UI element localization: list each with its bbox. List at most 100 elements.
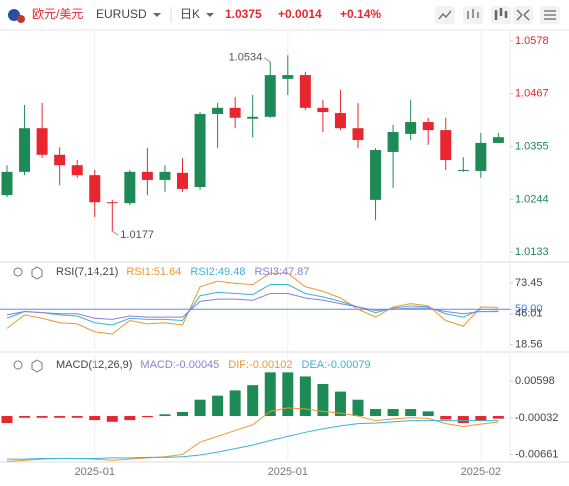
legend-entry: RSI3:47.87	[254, 266, 309, 278]
macd-bar	[299, 376, 311, 417]
candle-body	[457, 169, 469, 171]
macd-bar	[141, 416, 153, 418]
settings-icon[interactable]	[544, 10, 556, 20]
candle-body	[282, 75, 294, 79]
legend-entry: DEA:-0.00079	[302, 359, 371, 371]
x-tick-label: 2025-01	[268, 466, 308, 478]
price-change: +0.0014	[278, 7, 322, 21]
visibility-icon[interactable]	[13, 267, 23, 277]
candle-body	[317, 107, 329, 113]
y-tick-label: 18.56	[515, 339, 543, 351]
y-tick-label: 1.0133	[515, 246, 549, 258]
candle-body	[422, 122, 434, 131]
candle-body	[177, 172, 188, 189]
candle-body	[334, 113, 346, 129]
flag-icon	[17, 15, 25, 23]
macd-bar	[492, 416, 504, 419]
candle-body	[299, 75, 311, 108]
indicator-line	[6, 293, 499, 320]
y-tick-label: 73.45	[515, 277, 543, 289]
fullscreen-button[interactable]	[513, 6, 533, 24]
macd-bar	[387, 409, 399, 417]
candle-body	[229, 107, 241, 118]
candle-body	[54, 154, 66, 166]
y-tick-label: 50.00	[515, 303, 543, 315]
candle-body	[475, 142, 487, 171]
indicator-line	[6, 284, 499, 326]
candle-body	[124, 171, 136, 204]
candle-body	[89, 175, 101, 203]
extreme-label: 1.0534	[229, 52, 263, 64]
macd-bar	[282, 372, 294, 417]
candle-body	[247, 116, 259, 119]
legend-entry: DIF:-0.00102	[228, 359, 292, 371]
macd-bar	[405, 409, 417, 417]
macd-bar	[352, 399, 364, 417]
legend-entry: RSI2:49.48	[190, 266, 245, 278]
y-tick-label: 1.0355	[515, 141, 549, 153]
indicator-line	[6, 272, 499, 335]
indicator-icon[interactable]	[438, 10, 452, 20]
macd-bar	[247, 385, 259, 417]
macd-bar	[317, 384, 329, 417]
candle-body	[387, 132, 399, 152]
macd-bar	[334, 391, 346, 417]
y-tick-label: -0.00032	[515, 412, 558, 424]
candle-body	[36, 128, 48, 155]
macd-bar	[229, 390, 241, 417]
flag-icon	[8, 9, 20, 21]
macd-bar	[71, 416, 83, 418]
y-tick-label: 0.00598	[515, 375, 555, 387]
visibility-icon[interactable]	[13, 360, 23, 370]
chart-type-icon[interactable]	[467, 9, 479, 19]
price-change-pct: +0.14%	[340, 7, 381, 21]
candle-body	[141, 171, 153, 180]
pair-name[interactable]: 欧元/美元	[32, 7, 83, 21]
y-tick-label: -0.00661	[515, 448, 558, 460]
dropdown-arrow[interactable]	[206, 13, 214, 17]
macd-bar	[89, 416, 101, 421]
dropdown-arrow[interactable]	[153, 13, 161, 17]
macd-bar	[106, 416, 118, 422]
macd-bar	[194, 399, 206, 417]
legend-entry: MACD:-0.00045	[140, 359, 219, 371]
macd-bar	[54, 416, 66, 418]
x-tick-label: 2025-01	[75, 466, 115, 478]
settings-icon[interactable]	[31, 359, 43, 373]
candle-body	[212, 107, 224, 114]
candle-body	[159, 171, 171, 180]
macd-bar	[124, 416, 136, 421]
y-tick-label: 1.0244	[515, 193, 549, 205]
indicator-title: RSI(7,14,21)	[56, 266, 118, 278]
candle-body	[492, 137, 504, 143]
macd-bar	[422, 411, 434, 417]
extreme-pointer	[112, 230, 119, 236]
last-price: 1.0375	[225, 7, 262, 21]
macd-bar	[370, 409, 382, 417]
extreme-pointer	[263, 57, 271, 63]
y-tick-label: 1.0578	[515, 35, 549, 47]
candle-body	[352, 128, 364, 141]
macd-bar	[264, 372, 276, 417]
settings-icon[interactable]	[31, 266, 43, 280]
candle-body	[370, 150, 382, 200]
candle-body	[1, 171, 13, 196]
extreme-label: 1.0177	[120, 229, 154, 241]
candle-icon[interactable]	[494, 8, 508, 20]
candle-body	[405, 122, 417, 134]
indicator-button[interactable]	[435, 6, 455, 24]
symbol[interactable]: EURUSD	[96, 7, 147, 21]
macd-bar	[212, 395, 224, 417]
fullscreen-icon[interactable]	[516, 9, 530, 21]
period[interactable]: 日K	[180, 7, 200, 21]
candle-body	[71, 165, 83, 176]
candle-body	[194, 113, 206, 188]
x-tick-label: 2025-02	[461, 466, 501, 478]
indicator-line	[7, 420, 499, 460]
macd-bar	[36, 416, 48, 418]
macd-bar	[475, 416, 487, 421]
candle-body	[264, 75, 276, 117]
macd-bar	[1, 416, 13, 424]
